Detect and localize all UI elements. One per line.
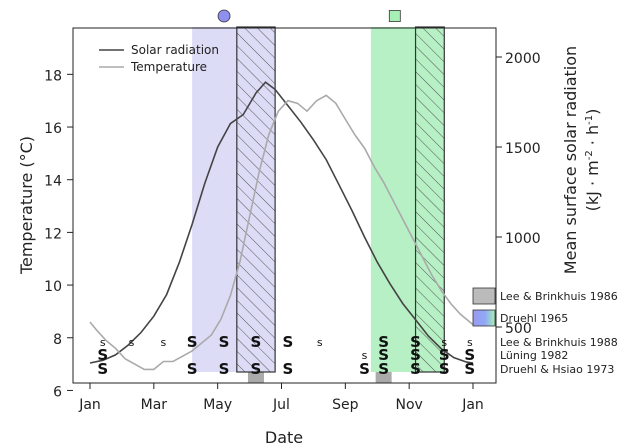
left-y-axis-ticks: 6 8 10 12 14 16 18: [44, 68, 73, 400]
period-markers: [217, 9, 401, 23]
sporophyte-mark-2-1: S: [187, 360, 198, 378]
sporophyte-mark-1-3: S: [410, 346, 421, 364]
series-line-1: [89, 94, 474, 371]
sporophyte-mark-0-2: s: [161, 336, 167, 349]
series-lines: [89, 81, 474, 371]
sporophyte-mark-0-4: S: [219, 333, 230, 351]
legend-label-1: Temperature: [130, 60, 207, 74]
x-tick-label-1: Mar: [141, 397, 168, 413]
sporophyte-mark-0-7: s: [317, 336, 323, 349]
hatched-period-1: [414, 26, 445, 373]
sporophyte-highlights: [247, 372, 392, 383]
series-line-0: [89, 81, 474, 364]
sporophyte-mark-0-1: s: [129, 336, 135, 349]
x-tick-label-5: Nov: [396, 397, 423, 413]
right-y-unit-exp2: -1: [584, 115, 595, 125]
study-label-1: Lüning 1982: [500, 349, 568, 362]
shaded-periods: [192, 27, 445, 372]
right-y-unit-exp1: -2: [584, 150, 595, 160]
right-y-tick-label-1: 1000: [505, 231, 541, 247]
sporophyte-mark-2-3: S: [251, 360, 262, 378]
period-marker-0: [217, 9, 231, 23]
legend-box-label-0: Lee & Brinkhuis 1986: [500, 290, 618, 303]
sporophyte-mark-0-10: s: [441, 336, 447, 349]
left-y-tick-label-5: 16: [44, 121, 62, 137]
hatched-period-0: [236, 26, 276, 373]
right-y-unit-mid: · h: [583, 125, 602, 150]
sporophyte-mark-1-1: s: [362, 349, 368, 362]
sporophyte-mark-0-9: S: [410, 333, 421, 351]
left-y-tick-label-4: 14: [44, 174, 62, 190]
sporophyte-mark-0-6: S: [282, 333, 293, 351]
sporophyte-mark-1-0: S: [97, 346, 108, 364]
x-tick-label-3: Jul: [272, 397, 290, 413]
x-axis-ticks: Jan Mar May Jul Sep Nov Jan: [78, 383, 484, 413]
right-y-tick-label-2: 1500: [505, 141, 541, 157]
x-tick-label-4: Sep: [332, 397, 359, 413]
sporophyte-mark-2-4: S: [282, 360, 293, 378]
period-marker-1: [388, 10, 401, 22]
sporophyte-mark-0-5: S: [251, 333, 262, 351]
left-y-tick-label-6: 18: [44, 68, 62, 84]
sporophyte-mark-2-7: S: [410, 360, 421, 378]
legend-label-0: Solar radiation: [131, 43, 219, 57]
sporophyte-mark-1-5: S: [464, 346, 475, 364]
sporophyte-mark-2-9: S: [464, 360, 475, 378]
left-y-tick-label-1: 8: [53, 332, 62, 348]
x-tick-label-6: Jan: [461, 397, 484, 413]
sporophyte-mark-0-3: S: [187, 333, 198, 351]
sporophyte-mark-1-4: S: [439, 346, 450, 364]
x-axis-title: Date: [265, 428, 303, 447]
right-y-axis-ticks: 500 1000 1500 2000: [496, 51, 541, 337]
legend: Solar radiation Temperature: [99, 43, 219, 74]
legend-box-label-1: Druehl 1965: [500, 312, 568, 325]
sporophyte-mark-2-2: S: [219, 360, 230, 378]
left-y-axis-title: Temperature (°C): [17, 136, 36, 275]
sporophyte-mark-2-8: S: [439, 360, 450, 378]
sporophyte-mark-0-11: s: [467, 336, 473, 349]
right-y-unit-post: ): [583, 109, 602, 115]
study-label-0: Lee & Brinkhuis 1988: [500, 336, 618, 349]
right-y-tick-label-3: 2000: [505, 51, 541, 67]
left-y-tick-label-3: 12: [44, 226, 62, 242]
right-y-tick-label-0: 500: [505, 321, 532, 337]
right-y-axis-unit: (kJ · m-2 · h-1): [583, 109, 602, 212]
legend-box-1: [472, 309, 496, 327]
right-y-unit-pre: (kJ · m: [583, 160, 602, 211]
left-y-tick-label-2: 10: [44, 279, 62, 295]
x-tick-label-0: Jan: [78, 397, 101, 413]
plot-frame: [72, 27, 497, 384]
legend-box-0: [472, 287, 496, 305]
study-label-2: Druehl & Hsiao 1973: [500, 363, 614, 376]
sporophyte-mark-1-2: S: [378, 346, 389, 364]
sporophyte-mark-2-5: S: [359, 360, 370, 378]
sporophyte-highlight-1: [375, 372, 392, 383]
right-y-axis-title: Mean surface solar radiation: [561, 46, 580, 274]
sporophyte-mark-0-0: s: [100, 336, 106, 349]
left-y-tick-label-0: 6: [53, 384, 62, 400]
sporophyte-highlight-0: [247, 372, 264, 383]
sporophyte-mark-0-8: S: [378, 333, 389, 351]
legend-boxes: Lee & Brinkhuis 1986 Druehl 1965: [472, 287, 618, 327]
x-tick-label-2: May: [203, 397, 232, 413]
sporophyte-mark-2-0: S: [97, 360, 108, 378]
sporophyte-mark-2-6: S: [378, 360, 389, 378]
